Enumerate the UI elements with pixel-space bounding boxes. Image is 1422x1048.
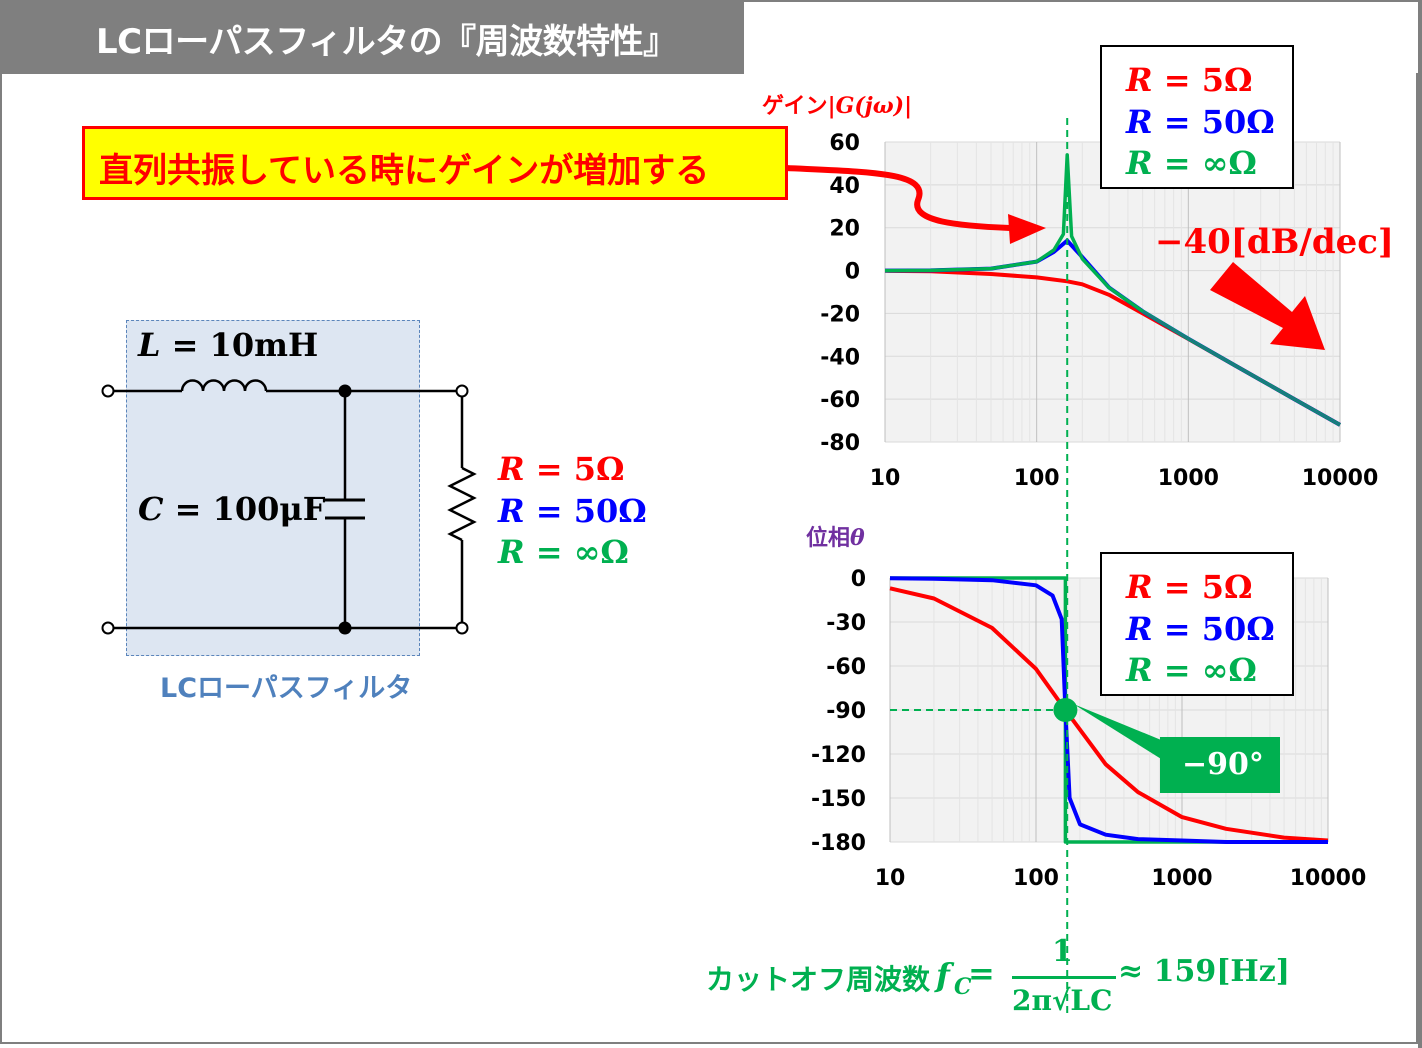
callout-arrow xyxy=(785,165,1011,231)
gain-legend-item-5: R = 5Ω xyxy=(1126,61,1253,99)
gain-xtick-label: 10000 xyxy=(1302,466,1379,491)
gain-legend-item-inf: R = ∞Ω xyxy=(1126,144,1257,182)
phase-ytick-label: -120 xyxy=(811,743,866,768)
gain-axis-label: ゲイン|G(jω)| xyxy=(762,93,913,119)
gain-ytick-label: -60 xyxy=(820,388,860,413)
phase-marker-callout: −90° xyxy=(1160,737,1280,793)
output-terminal-top xyxy=(455,384,469,398)
resonance-callout: 直列共振している時にゲインが増加する xyxy=(82,126,788,200)
phase-xtick-label: 1000 xyxy=(1151,866,1212,891)
phase-legend-item-5: R = 5Ω xyxy=(1126,568,1253,606)
phase-ytick-label: -90 xyxy=(826,699,866,724)
cutoff-numerator: 1 xyxy=(1052,934,1073,969)
cutoff-denominator: 2π√LC xyxy=(1012,984,1113,1017)
junction-node-top xyxy=(338,384,352,398)
phase-legend-item-inf: R = ∞Ω xyxy=(1126,651,1257,689)
resistor-symbol xyxy=(447,466,477,542)
phase-axis-label: 位相θ xyxy=(806,525,865,551)
phase-xtick-label: 100 xyxy=(1013,866,1059,891)
slide-frame xyxy=(0,73,1418,1044)
title-bar: LCローパスフィルタの『周波数特性』 xyxy=(0,0,744,74)
filter-caption: LCローパスフィルタ xyxy=(160,673,413,704)
gain-ytick-label: 60 xyxy=(829,131,860,156)
gain-legend: R = 5Ω R = 50Ω R = ∞Ω xyxy=(1100,45,1294,189)
output-terminal-bottom xyxy=(455,621,469,635)
cutoff-symbol: f xyxy=(936,956,950,994)
gain-ytick-label: 20 xyxy=(829,217,860,242)
capacitor-label: C = 100μF xyxy=(138,490,326,528)
phase-ytick-label: -180 xyxy=(811,831,866,856)
inductor-label: L = 10mH xyxy=(138,326,319,364)
phase-ytick-label: 0 xyxy=(851,567,866,592)
gain-ytick-label: 0 xyxy=(845,260,860,285)
input-terminal-top xyxy=(101,384,115,398)
resistor-value-inf: R = ∞Ω xyxy=(498,533,629,571)
callout-arrowhead xyxy=(1008,214,1046,244)
phase-xtick-label: 10 xyxy=(875,866,906,891)
resistor-value-50: R = 50Ω xyxy=(498,492,647,530)
callout-text: 直列共振している時にゲインが増加する xyxy=(99,151,710,191)
chart-overlay xyxy=(785,118,1325,1015)
phase-ytick-label: -60 xyxy=(826,655,866,680)
phase-legend-item-50: R = 50Ω xyxy=(1126,610,1275,648)
gain-xtick-label: 100 xyxy=(1014,466,1060,491)
cutoff-subscript: C xyxy=(954,974,972,1000)
page-title: LCローパスフィルタの『周波数特性』 xyxy=(96,22,677,62)
gain-ytick-label: 40 xyxy=(829,174,860,199)
gain-legend-item-50: R = 50Ω xyxy=(1126,103,1275,141)
slope-label: −40[dB/dec] xyxy=(1155,222,1395,262)
phase-marker-point xyxy=(1053,698,1078,722)
phase-marker-pointer xyxy=(1073,704,1166,762)
cutoff-equals: = xyxy=(968,954,995,992)
fraction-bar xyxy=(1012,976,1116,979)
gain-ytick-label: -80 xyxy=(820,431,860,456)
phase-legend: R = 5Ω R = 50Ω R = ∞Ω xyxy=(1100,552,1294,696)
phase-series-line xyxy=(889,586,1329,843)
phase-marker-label: −90° xyxy=(1182,747,1264,782)
phase-ytick-label: -30 xyxy=(826,611,866,636)
phase-xtick-label: 10000 xyxy=(1290,866,1367,891)
inductor-symbol xyxy=(180,379,268,392)
gain-ytick-label: -20 xyxy=(820,302,860,327)
gain-ytick-label: -40 xyxy=(820,345,860,370)
resistor-value-5: R = 5Ω xyxy=(498,450,625,488)
slide-frame-right xyxy=(1418,0,1422,1048)
slide-frame-top xyxy=(744,0,1422,2)
slope-arrow xyxy=(1210,262,1325,350)
cutoff-result: ≈ 159[Hz] xyxy=(1118,954,1290,989)
phase-ytick-label: -150 xyxy=(811,787,866,812)
gain-xtick-label: 10 xyxy=(870,466,901,491)
junction-node-bottom xyxy=(338,621,352,635)
input-terminal-bottom xyxy=(101,621,115,635)
gain-xtick-label: 1000 xyxy=(1158,466,1219,491)
filter-region xyxy=(126,320,420,656)
cutoff-prefix: カットオフ周波数 xyxy=(706,963,931,996)
gain-overlap-line xyxy=(1142,310,1341,426)
